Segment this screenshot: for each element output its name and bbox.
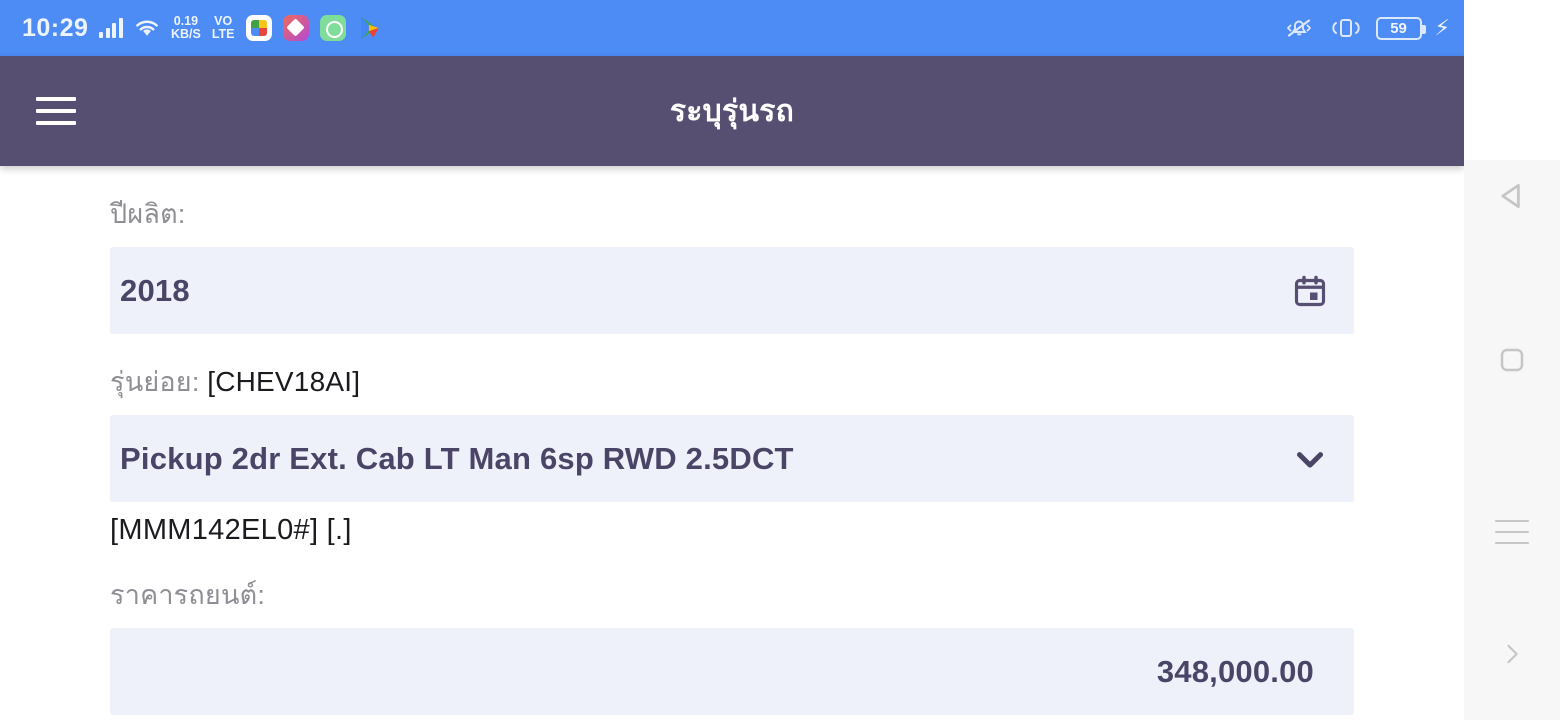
submodel-detail-code: [MMM142EL0#] [.] <box>110 514 352 546</box>
chevron-right-icon[interactable] <box>1464 626 1560 682</box>
year-value: 2018 <box>120 272 190 308</box>
submodel-label-row: รุ่นย่อย: [CHEV18AI] <box>110 334 1354 415</box>
recents-menu-icon[interactable] <box>1464 504 1560 560</box>
navigation-strip <box>1464 0 1560 720</box>
app-bar: ระบุรุ่นรถ <box>0 56 1464 166</box>
nav-strip-top-spacer <box>1464 0 1560 160</box>
chevron-down-icon[interactable] <box>1288 437 1332 481</box>
network-rate-unit: KB/S <box>170 27 201 41</box>
submodel-label: รุ่นย่อย: <box>110 367 200 397</box>
submodel-dropdown[interactable]: Pickup 2dr Ext. Cab LT Man 6sp RWD 2.5DC… <box>110 415 1354 502</box>
battery-percent: 59 <box>1390 19 1407 37</box>
app-notification-icon-2 <box>282 15 309 41</box>
network-rate-value: 0.19 <box>173 14 199 28</box>
status-bar-clock: 10:29 <box>22 13 89 42</box>
page-title: ระบุรุ่นรถ <box>669 94 795 128</box>
hamburger-menu-icon[interactable] <box>36 97 76 125</box>
bell-muted-icon <box>1286 19 1311 37</box>
charging-bolt-icon: ⚡ <box>1434 15 1450 40</box>
status-bar-right: 59 ⚡ <box>1282 15 1450 41</box>
wifi-icon <box>136 20 158 36</box>
form-content: ปีผลิต: 2018 รุ่นย่อย: [CHEV18AI] Pickup <box>0 166 1464 720</box>
home-square-icon[interactable] <box>1464 332 1560 388</box>
play-store-icon <box>360 17 379 39</box>
vibrate-icon <box>1331 19 1360 37</box>
status-bar: 10:29 0.19 KB/S VO LTE <box>0 0 1464 56</box>
year-label: ปีผลิต: <box>110 199 186 229</box>
year-field[interactable]: 2018 <box>110 247 1354 334</box>
submodel-value: Pickup 2dr Ext. Cab LT Man 6sp RWD 2.5DC… <box>120 440 794 476</box>
submodel-code: [CHEV18AI] <box>207 366 361 397</box>
price-value: 348,000.00 <box>1156 653 1314 689</box>
network-type: VO LTE <box>212 15 235 41</box>
network-rate: 0.19 KB/S <box>171 15 201 41</box>
back-triangle-icon[interactable] <box>1464 168 1560 224</box>
network-type-line1: VO <box>214 14 233 28</box>
app-notification-icon-1 <box>245 15 272 41</box>
price-field[interactable]: 348,000.00 <box>110 628 1354 715</box>
calendar-icon[interactable] <box>1288 269 1332 313</box>
signal-bars-icon <box>99 18 123 38</box>
battery-icon: 59 <box>1375 16 1426 40</box>
phone-viewport: 10:29 0.19 KB/S VO LTE <box>0 0 1464 720</box>
app-notification-icon-3 <box>319 15 346 41</box>
network-type-line2: LTE <box>211 27 235 41</box>
price-label: ราคารถยนต์: <box>110 580 266 610</box>
status-bar-left: 10:29 0.19 KB/S VO LTE <box>22 14 1282 43</box>
